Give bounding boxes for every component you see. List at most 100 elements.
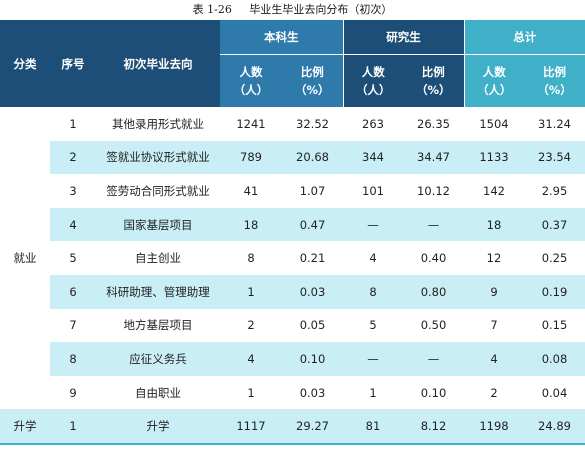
cell-destination: 自主创业 [96,241,220,275]
count-unit: （人） [233,83,269,97]
table-row: 3 签劳动合同形式就业 41 1.07 101 10.12 142 2.95 [0,174,585,208]
table-caption: 表 1-26 毕业生毕业去向分布（初次） [0,0,585,20]
header-graduate-count: 人数 （人） [343,54,403,107]
cell-graduate-ratio: 10.12 [403,174,464,208]
cell-graduate-ratio: 0.40 [403,241,464,275]
ratio-unit: （%） [294,83,330,97]
count-label: 人数 [361,65,385,79]
header-total-ratio: 比例 （%） [524,54,585,107]
cell-undergrad-count: 1 [220,274,282,309]
cell-graduate-ratio: 34.47 [403,140,464,175]
header-group-total: 总计 [464,20,585,55]
cell-graduate-count: 1 [343,375,403,410]
cell-graduate-count: 8 [343,274,403,309]
cell-total-ratio: 0.37 [524,207,585,242]
cell-undergrad-ratio: 0.03 [282,274,343,309]
cell-total-count: 2 [464,375,524,410]
count-unit: （人） [477,83,512,97]
cell-graduate-count: 5 [343,308,403,343]
cell-undergrad-count: 2 [220,308,282,343]
cell-destination: 其他录用形式就业 [96,107,220,141]
cell-graduate-ratio: 0.80 [403,274,464,309]
cell-destination: 科研助理、管理助理 [96,274,220,309]
cell-total-count: 12 [464,241,524,275]
header-category: 分类 [0,20,50,107]
table-row: 8 应征义务兵 4 0.10 — — 4 0.08 [0,342,585,376]
cell-destination: 自由职业 [96,375,220,410]
cell-total-count: 142 [464,174,524,208]
cell-seq: 5 [50,241,96,275]
cell-destination: 地方基层项目 [96,308,220,343]
count-unit: （人） [356,83,391,97]
header-destination: 初次毕业去向 [96,20,220,107]
header-undergrad-count: 人数 （人） [220,54,282,107]
table-row: 7 地方基层项目 2 0.05 5 0.50 7 0.15 [0,308,585,343]
cell-total-ratio: 0.25 [524,241,585,275]
cell-undergrad-count: 789 [220,140,282,175]
ratio-label: 比例 [543,65,566,79]
cell-undergrad-count: 18 [220,207,282,242]
cell-seq: 3 [50,174,96,208]
cell-graduate-count: 263 [343,107,403,141]
cell-graduate-count: 81 [343,409,403,444]
table-row: 就业 1 其他录用形式就业 1241 32.52 263 26.35 1504 … [0,107,585,410]
cell-graduate-count: — [343,342,403,376]
cell-total-count: 4 [464,342,524,376]
cell-undergrad-ratio: 0.05 [282,308,343,343]
cell-total-count: 1198 [464,409,524,444]
cell-total-ratio: 0.15 [524,308,585,343]
cell-undergrad-ratio: 20.68 [282,140,343,175]
count-label: 人数 [239,65,263,79]
cell-destination: 应征义务兵 [96,342,220,376]
cell-destination: 签劳动合同形式就业 [96,174,220,208]
cell-seq: 9 [50,375,96,410]
cell-undergrad-ratio: 0.21 [282,241,343,275]
ratio-unit: （%） [537,83,572,97]
table-row: 2 签就业协议形式就业 789 20.68 344 34.47 1133 23.… [0,140,585,175]
ratio-label: 比例 [300,65,324,79]
cell-total-ratio: 0.04 [524,375,585,410]
cell-destination: 升学 [96,409,220,444]
cell-total-ratio: 24.89 [524,409,585,444]
category-further-study: 升学 [0,409,50,444]
cell-total-ratio: 23.54 [524,140,585,175]
cell-graduate-count: 101 [343,174,403,208]
count-label: 人数 [482,65,506,79]
header-group-graduate: 研究生 [343,20,465,55]
cell-undergrad-ratio: 0.47 [282,207,343,242]
header-undergrad-ratio: 比例 （%） [282,54,344,107]
cell-undergrad-count: 1 [220,375,282,410]
cell-destination: 国家基层项目 [96,207,220,242]
ratio-unit: （%） [415,83,451,97]
cell-undergrad-count: 8 [220,241,282,275]
cell-total-count: 18 [464,207,524,242]
cell-undergrad-count: 1241 [220,107,282,141]
table-row: 6 科研助理、管理助理 1 0.03 8 0.80 9 0.19 [0,274,585,309]
cell-total-count: 9 [464,274,524,309]
cell-undergrad-ratio: 0.03 [282,375,343,410]
cell-total-ratio: 0.19 [524,274,585,309]
graduate-destination-table: 分类 序号 初次毕业去向 本科生 研究生 总计 人数 （人） 比例 （%） 人数 （人… [0,20,585,445]
table-number: 表 1-26 [192,3,232,16]
cell-destination: 签就业协议形式就业 [96,140,220,175]
header-seq: 序号 [50,20,96,107]
cell-graduate-ratio: 26.35 [403,107,464,141]
cell-total-count: 1504 [464,107,524,141]
cell-total-count: 1133 [464,140,524,175]
table-row: 9 自由职业 1 0.03 1 0.10 2 0.04 [0,375,585,410]
cell-seq: 1 [50,409,96,444]
cell-seq: 2 [50,140,96,175]
cell-total-ratio: 31.24 [524,107,585,141]
cell-seq: 4 [50,207,96,242]
cell-undergrad-count: 41 [220,174,282,208]
cell-graduate-ratio: 0.50 [403,308,464,343]
cell-undergrad-ratio: 32.52 [282,107,343,141]
cell-graduate-ratio: — [403,207,464,242]
cell-total-ratio: 2.95 [524,174,585,208]
cell-total-ratio: 0.08 [524,342,585,376]
category-employment: 就业 [0,107,50,410]
cell-undergrad-count: 4 [220,342,282,376]
cell-graduate-count: 344 [343,140,403,175]
table-title: 毕业生毕业去向分布（初次） [249,3,393,16]
cell-seq: 7 [50,308,96,343]
